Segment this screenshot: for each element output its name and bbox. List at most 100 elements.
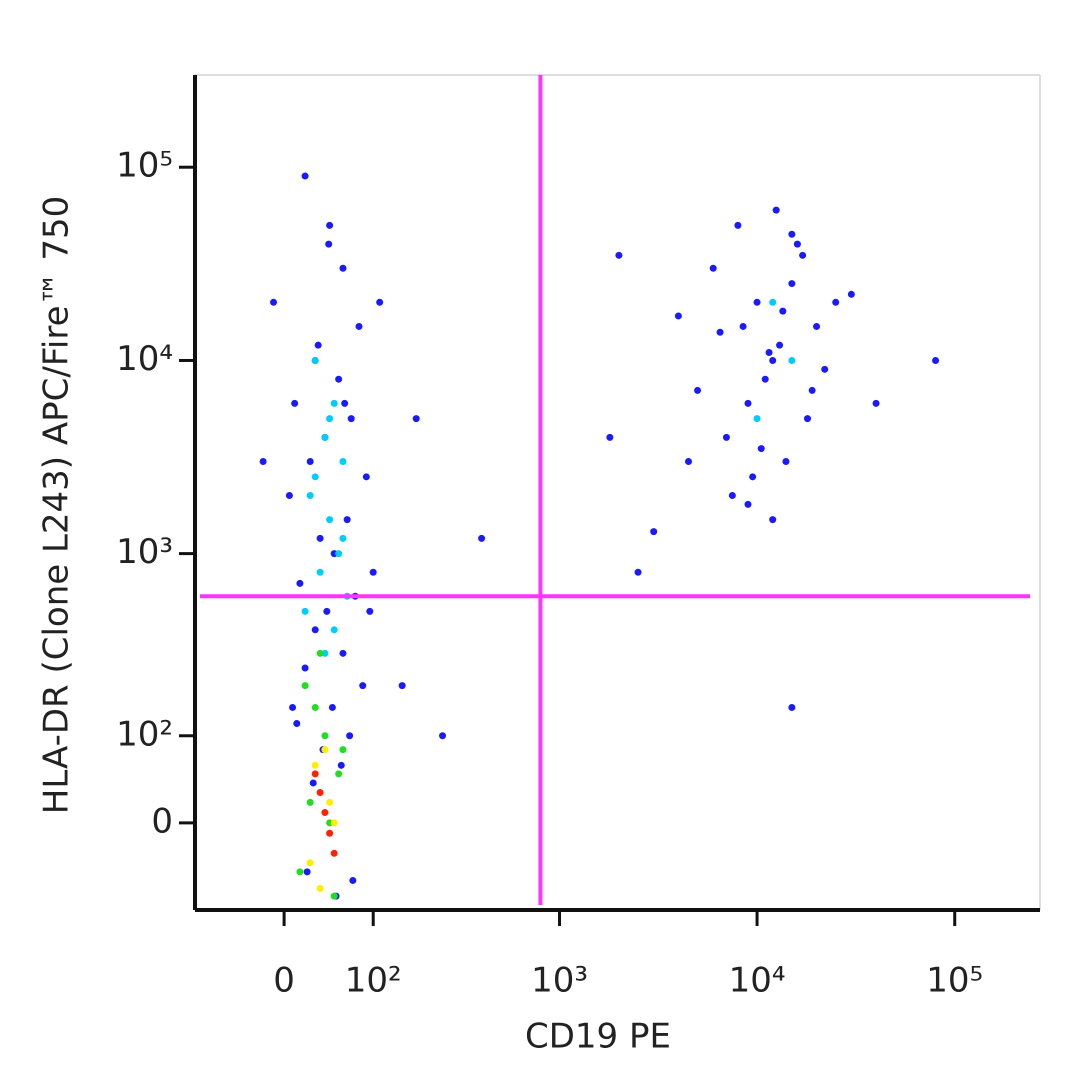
point: [744, 399, 752, 407]
point: [337, 761, 345, 769]
y-axis-label: HLA-DR (Clone L243) APC/Fire™ 750: [37, 196, 77, 814]
point: [325, 240, 333, 248]
point: [306, 458, 314, 466]
point: [369, 568, 377, 576]
y-tick-label: 10³: [116, 532, 173, 572]
point: [259, 458, 267, 466]
point: [749, 473, 757, 481]
point: [309, 779, 317, 787]
x-axis-label: CD19 PE: [525, 1017, 671, 1057]
point: [739, 322, 747, 330]
x-tick-label: 10³: [531, 961, 588, 1001]
point: [346, 732, 354, 740]
point: [339, 264, 347, 272]
point: [311, 761, 319, 769]
point: [347, 415, 355, 423]
point: [303, 868, 311, 876]
point: [341, 399, 349, 407]
point: [339, 534, 347, 542]
point: [339, 649, 347, 657]
point: [330, 892, 338, 900]
point: [285, 492, 293, 500]
point: [398, 682, 406, 690]
point: [326, 415, 334, 423]
point: [769, 298, 777, 306]
point: [716, 328, 724, 336]
point: [615, 251, 623, 259]
point: [813, 322, 821, 330]
point: [359, 682, 367, 690]
point: [832, 298, 840, 306]
point: [316, 534, 324, 542]
point: [709, 264, 717, 272]
x-tick-label: 10⁴: [729, 961, 786, 1001]
point: [782, 458, 790, 466]
point: [296, 868, 304, 876]
point: [847, 290, 855, 298]
point: [311, 626, 319, 634]
point: [412, 415, 420, 423]
point: [804, 415, 812, 423]
x-tick-label: 10⁵: [926, 961, 983, 1001]
point: [301, 664, 309, 672]
point: [326, 221, 334, 229]
point: [321, 732, 329, 740]
point: [634, 568, 642, 576]
point: [306, 492, 314, 500]
point: [330, 819, 338, 827]
point: [728, 492, 736, 500]
point: [301, 682, 309, 690]
point: [326, 516, 334, 524]
point: [306, 798, 314, 806]
y-tick-label: 10⁵: [116, 146, 173, 186]
point: [311, 703, 319, 711]
point: [788, 356, 796, 364]
point: [694, 386, 702, 394]
point: [362, 473, 370, 481]
point: [769, 356, 777, 364]
point: [808, 386, 816, 394]
point: [776, 341, 784, 349]
point: [343, 516, 351, 524]
point: [339, 746, 347, 754]
point: [270, 298, 278, 306]
point: [293, 719, 301, 727]
point: [335, 550, 343, 558]
point: [335, 375, 343, 383]
point: [289, 703, 297, 711]
point: [326, 798, 334, 806]
point: [301, 172, 309, 180]
point: [765, 348, 773, 356]
point: [753, 415, 761, 423]
point: [761, 375, 769, 383]
point: [314, 341, 322, 349]
point: [296, 579, 304, 587]
point: [316, 649, 324, 657]
point: [311, 770, 319, 778]
point: [326, 829, 334, 837]
point: [478, 534, 486, 542]
y-tick-label: 0: [151, 801, 173, 841]
point: [321, 649, 329, 657]
y-tick-label: 10⁴: [116, 339, 173, 379]
point: [321, 433, 329, 441]
point: [744, 500, 752, 508]
point: [311, 356, 319, 364]
point: [301, 607, 309, 615]
point: [788, 703, 796, 711]
point: [772, 206, 780, 214]
point: [376, 298, 384, 306]
point: [339, 458, 347, 466]
point: [316, 788, 324, 796]
x-tick-label: 0: [273, 961, 295, 1001]
point: [788, 230, 796, 238]
point: [330, 399, 338, 407]
point: [722, 433, 730, 441]
point: [788, 280, 796, 288]
point: [306, 859, 314, 867]
point: [335, 770, 343, 778]
point: [821, 365, 829, 373]
point: [872, 399, 880, 407]
point: [753, 298, 761, 306]
point: [650, 528, 658, 536]
